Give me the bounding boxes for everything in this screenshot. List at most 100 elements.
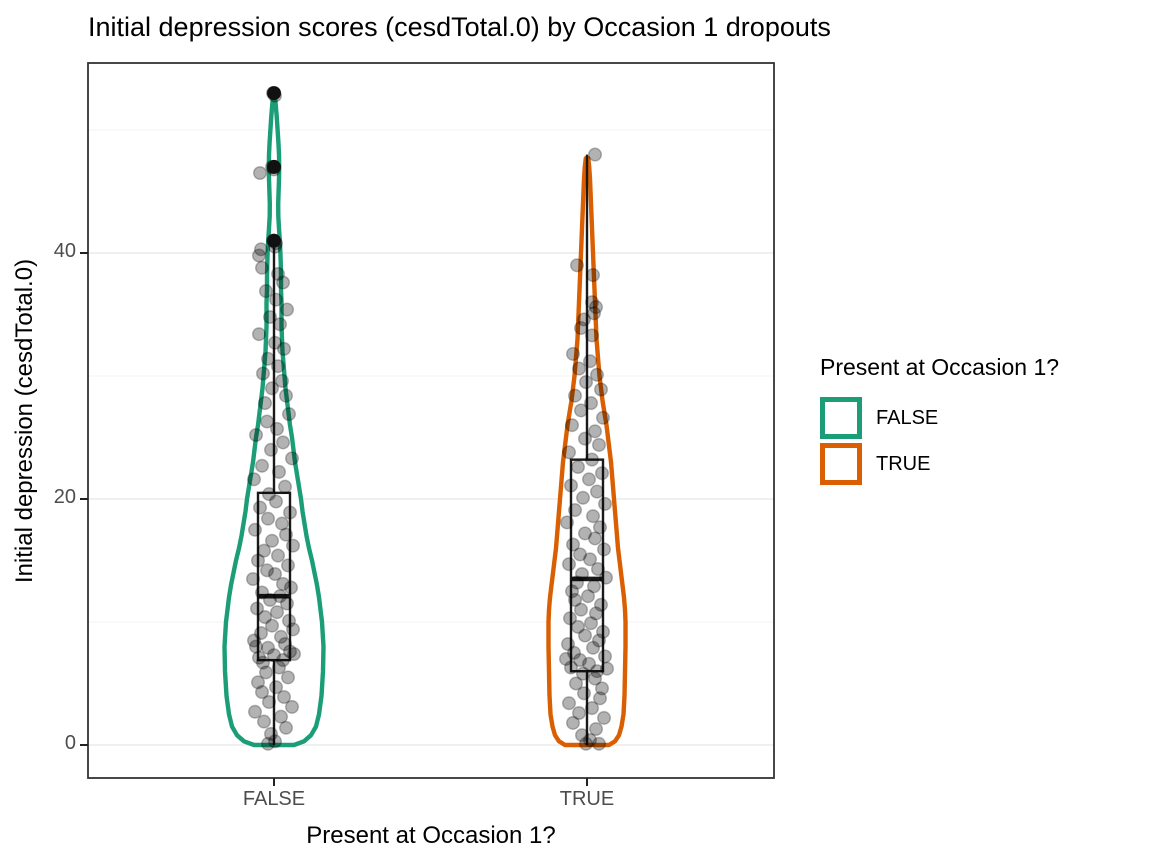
jitter-point (285, 622, 301, 637)
jitter-point (589, 484, 605, 499)
jitter-point (279, 596, 295, 611)
jitter-point (253, 626, 269, 641)
jitter-point (587, 424, 603, 439)
jitter-point (573, 602, 589, 617)
jitter-point (587, 671, 603, 686)
jitter-point (572, 653, 588, 668)
jitter-point (258, 665, 274, 680)
jitter-point (247, 522, 263, 537)
jitter-point (582, 552, 598, 567)
jitter-point (593, 382, 609, 397)
jitter-point (596, 542, 612, 557)
jitter-point (263, 726, 279, 741)
jitter-point (558, 651, 574, 666)
jitter-point (268, 494, 284, 509)
jitter-point (583, 396, 599, 411)
jitter-point (252, 165, 268, 181)
jitter-point (570, 619, 586, 634)
jitter-point (248, 639, 264, 654)
jitter-point (561, 696, 577, 711)
jitter-point (563, 660, 579, 675)
jitter-point (259, 563, 275, 578)
jitter-point (564, 584, 580, 599)
jitter-point (588, 300, 604, 315)
jitter-point (281, 407, 297, 422)
jitter-point (597, 496, 613, 511)
jitter-point (562, 611, 578, 626)
jitter-point (251, 327, 267, 342)
jitter-point (573, 320, 589, 336)
jitter-point (261, 694, 277, 710)
jitter-point (259, 414, 275, 429)
jitter-point (275, 275, 291, 290)
jitter-point (597, 649, 613, 664)
jitter-point (591, 633, 607, 648)
jitter-point (268, 292, 284, 307)
jitter-point (269, 421, 285, 436)
jitter-point (253, 242, 269, 257)
box-false (256, 491, 292, 662)
x-tick-label-true: TRUE (559, 788, 615, 810)
jitter-point (248, 427, 264, 443)
jitter-point (276, 689, 292, 705)
jitter-point (264, 618, 280, 633)
jitter-point (278, 720, 294, 735)
jitter-point (247, 704, 263, 719)
jitter-point (260, 511, 276, 526)
jitter-point (246, 633, 262, 648)
jitter-point (267, 566, 283, 582)
jitter-point (263, 442, 279, 457)
jitter-point (258, 284, 274, 299)
jitter-point (277, 637, 293, 652)
jitter-point (582, 733, 598, 748)
y-tick-label-40: 40 (53, 240, 76, 262)
jitter-point (567, 592, 583, 607)
jitter-point (584, 328, 600, 343)
jitter-point (578, 736, 594, 751)
jitter-point (584, 452, 600, 467)
jitter-point (271, 660, 287, 675)
jitter-point (566, 645, 582, 660)
y-tick-label-20: 20 (53, 486, 76, 508)
jitter-point (585, 268, 601, 283)
jitter-point (594, 681, 610, 696)
jitter-point (270, 359, 286, 374)
legend-item-true: TRUE (820, 441, 1059, 487)
jitter-point (560, 637, 576, 652)
x-axis-title: Present at Occasion 1? (306, 822, 556, 849)
jitter-point (278, 527, 294, 542)
jitter-point (581, 656, 597, 671)
jitter-point (576, 312, 592, 327)
jitter-point (260, 640, 276, 655)
jitter-point (565, 346, 581, 361)
jitter-point (577, 526, 593, 541)
jitter-point (585, 640, 601, 655)
jitter-point (256, 714, 272, 729)
jitter-point (284, 699, 300, 714)
legend-item-false: FALSE (820, 395, 1059, 441)
jitter-point (257, 396, 273, 411)
jitter-point (584, 295, 600, 310)
jitter-point (282, 644, 298, 659)
jitter-point (578, 375, 594, 390)
jitter-point (250, 553, 266, 568)
jitter-point (589, 664, 605, 679)
jitter-point (585, 509, 601, 524)
jitter-point (280, 670, 296, 685)
jitter-point (275, 576, 291, 591)
jitter-point (583, 616, 599, 631)
legend-label-true: TRUE (876, 452, 931, 475)
panel-border (87, 62, 775, 779)
jitter-point (254, 585, 270, 600)
jitter-point (595, 624, 611, 639)
jitter-point (568, 676, 584, 691)
jitter-point (573, 403, 589, 418)
y-tick-label-0: 0 (64, 732, 76, 754)
jitter-point (254, 685, 270, 700)
jitter-point (586, 306, 602, 321)
outlier-point (267, 159, 281, 174)
jitter-point (270, 548, 286, 563)
jitter-point (257, 610, 273, 625)
jitter-point (592, 520, 608, 535)
jitter-point (569, 258, 585, 273)
